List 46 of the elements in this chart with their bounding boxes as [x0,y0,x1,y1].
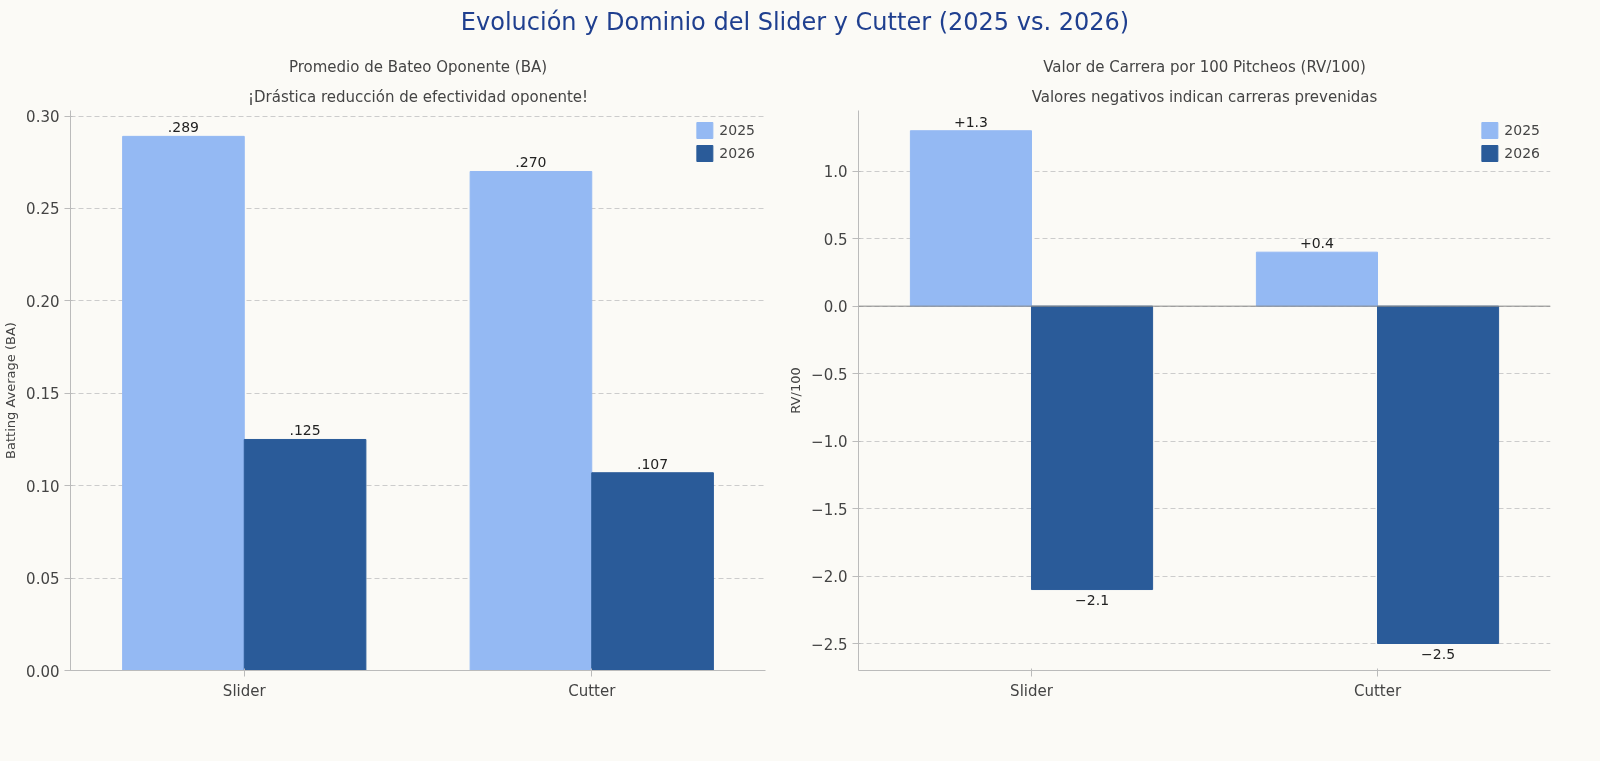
y-tick-label: 0.10 [26,477,60,496]
data-label: +0.4 [1299,235,1335,252]
bar [469,170,593,671]
y-axis-title: Batting Average (BA) [3,322,19,459]
y-tick-label: 0.5 [823,230,848,249]
data-label: −2.1 [1075,591,1110,608]
chart-title: Promedio de Bateo Oponente (BA) [288,57,548,76]
x-tick-label: Slider [1010,681,1054,700]
y-tick-label: −2.0 [811,568,848,587]
bar [591,472,714,671]
bar [1255,251,1378,307]
bar [1377,305,1500,645]
bar [1031,305,1154,591]
data-label: +1.3 [953,113,988,130]
y-tick-label: 1.0 [823,163,848,182]
y-tick-label: 0.20 [26,292,60,311]
bar [122,135,245,671]
data-label: .125 [289,422,321,439]
y-tick-label: 0.30 [26,108,60,127]
legend-label: 2025 [719,122,755,138]
y-tick-label: −1.0 [811,433,848,452]
data-label: .270 [515,154,547,171]
x-tick-label: Cutter [1353,681,1402,700]
y-tick-label: −0.5 [811,365,848,384]
y-tick-label: −1.5 [811,500,848,519]
data-label: .289 [167,119,200,136]
bar [243,438,367,671]
bar [909,130,1032,307]
x-tick-label: Slider [222,681,267,700]
y-tick-label: 0.05 [26,570,60,589]
chart-subtitle: ¡Drástica reducción de efectividad oponente! [247,87,589,106]
chart-subtitle: Valores negativos indican carreras prevenidas [1031,87,1378,106]
legend-label: 2026 [1504,145,1540,161]
y-axis-title: RV/100 [788,367,804,414]
y-tick-label: −2.5 [811,635,848,654]
y-tick-label: 0.00 [26,662,60,681]
y-tick-label: 0.0 [823,298,848,317]
text: Evolución y Dominio del Slider y Cutter (2025 vs. 2026) [460,7,1130,38]
y-tick-label: 0.15 [26,385,60,404]
legend-label: 2025 [1504,122,1540,138]
x-tick-label: Cutter [568,681,617,700]
legend-label: 2026 [719,145,755,161]
y-tick-label: 0.25 [26,200,60,219]
data-label: −2.5 [1421,645,1456,662]
chart-title: Valor de Carrera por 100 Pitcheos (RV/100) [1043,57,1366,76]
data-label: .107 [636,455,669,472]
